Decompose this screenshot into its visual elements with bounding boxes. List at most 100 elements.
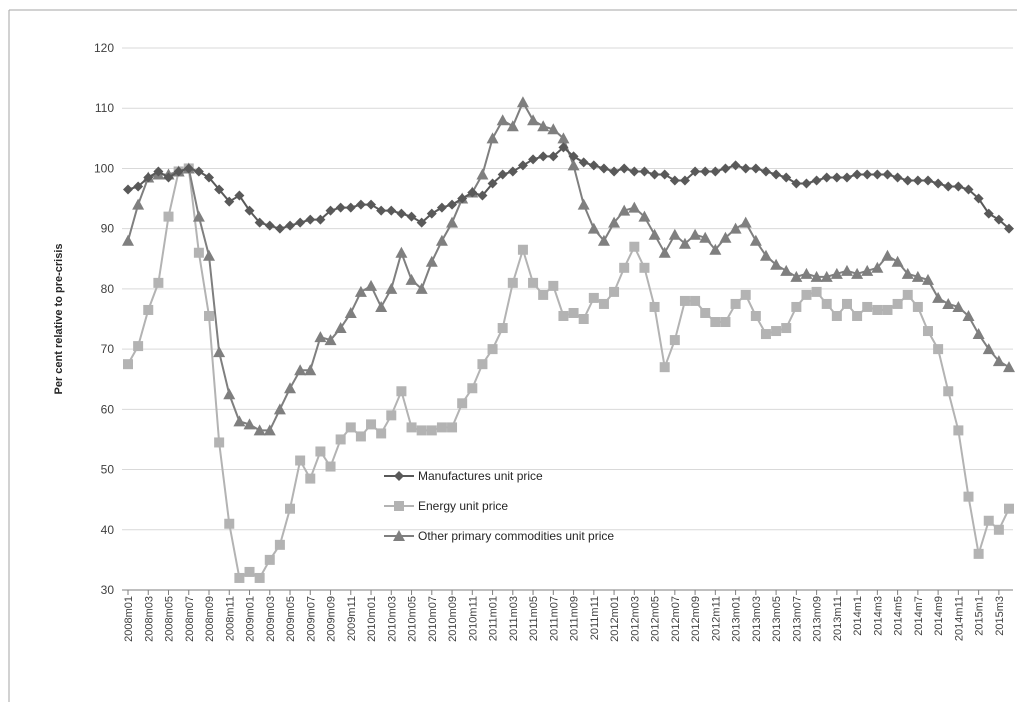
data-point-square — [396, 386, 407, 397]
data-point-square — [133, 341, 144, 352]
data-point-triangle — [992, 355, 1005, 367]
data-point-square — [426, 425, 437, 436]
x-tick-label: 2010m03 — [386, 596, 398, 642]
data-point-diamond — [791, 178, 802, 189]
data-point-triangle — [962, 309, 975, 321]
data-point-square — [740, 289, 751, 300]
data-point-triangle — [587, 222, 600, 234]
data-point-square — [376, 428, 387, 439]
data-point-square — [862, 301, 873, 312]
legend-marker-diamond — [394, 471, 404, 481]
x-tick-label: 2008m11 — [224, 596, 236, 641]
x-tick-label: 2013m09 — [812, 596, 824, 642]
data-point-square — [963, 491, 974, 502]
data-point-diamond — [497, 169, 508, 180]
data-point-square — [598, 298, 609, 309]
data-point-square — [244, 566, 255, 577]
data-point-triangle — [648, 228, 661, 240]
data-point-diamond — [983, 208, 994, 219]
data-point-diamond — [609, 166, 620, 177]
data-point-square — [355, 431, 366, 442]
data-point-diamond — [538, 151, 549, 162]
data-point-square — [204, 310, 215, 321]
data-point-square — [922, 326, 933, 337]
data-point-diamond — [163, 172, 174, 183]
data-point-diamond — [406, 211, 417, 222]
data-point-triangle — [496, 114, 509, 126]
data-point-diamond — [933, 178, 944, 189]
data-point-triangle — [273, 403, 286, 415]
data-point-triangle — [263, 424, 276, 436]
data-point-diamond — [416, 217, 427, 228]
legend-label: Manufactures unit price — [418, 469, 543, 483]
data-point-triangle — [375, 300, 388, 312]
data-point-diamond — [963, 184, 974, 195]
data-point-triangle — [446, 216, 459, 228]
data-point-diamond — [457, 193, 468, 204]
x-tick-label: 2012m01 — [609, 596, 621, 642]
data-point-triangle — [506, 120, 519, 132]
data-point-diamond — [588, 160, 599, 171]
data-point-diamond — [254, 217, 265, 228]
data-point-triangle — [810, 270, 823, 282]
data-point-triangle — [486, 132, 499, 144]
data-point-diamond — [740, 163, 751, 174]
data-point-diamond — [325, 205, 336, 216]
data-point-diamond — [204, 172, 215, 183]
data-point-diamond — [285, 220, 296, 231]
data-point-square — [821, 298, 832, 309]
data-point-diamond — [386, 205, 397, 216]
data-point-diamond — [274, 223, 285, 234]
data-point-diamond — [659, 169, 670, 180]
data-point-triangle — [354, 285, 367, 297]
data-point-triangle — [901, 267, 914, 279]
x-tick-label: 2015m1 — [974, 596, 986, 636]
y-tick-label: 30 — [101, 583, 115, 597]
data-point-triangle — [881, 249, 894, 261]
data-point-diamond — [355, 199, 366, 210]
data-point-triangle — [516, 96, 529, 108]
data-point-triangle — [759, 249, 772, 261]
data-point-diamond — [882, 169, 893, 180]
data-point-square — [335, 434, 346, 445]
data-point-diamond — [700, 166, 711, 177]
data-point-triangle — [830, 267, 843, 279]
data-point-diamond — [234, 190, 245, 201]
data-point-triangle — [314, 331, 327, 343]
data-point-diamond — [467, 187, 478, 198]
data-point-triangle — [840, 264, 853, 276]
data-point-triangle — [203, 249, 216, 261]
data-point-triangle — [132, 198, 145, 210]
data-point-diamond — [973, 193, 984, 204]
data-point-triangle — [618, 204, 631, 216]
y-tick-label: 80 — [101, 282, 115, 296]
y-tick-label: 100 — [94, 161, 114, 175]
data-point-triangle — [476, 168, 489, 180]
x-tick-label: 2008m07 — [184, 596, 196, 642]
data-point-square — [447, 422, 458, 433]
x-tick-label: 2012m05 — [650, 596, 662, 642]
data-point-square — [629, 241, 640, 252]
data-point-square — [234, 572, 245, 583]
data-point-diamond — [173, 166, 184, 177]
data-point-diamond — [487, 178, 498, 189]
data-point-triangle — [365, 279, 378, 291]
data-point-triangle — [213, 346, 226, 358]
data-point-square — [193, 247, 204, 258]
data-point-square — [436, 422, 447, 433]
data-point-diamond — [295, 217, 306, 228]
x-tick-label: 2013m03 — [751, 596, 763, 642]
data-point-diamond — [629, 166, 640, 177]
x-tick-label: 2009m11 — [346, 596, 358, 641]
data-point-diamond — [902, 175, 913, 186]
data-point-triangle — [861, 264, 874, 276]
data-point-diamond — [133, 181, 144, 192]
data-point-triangle — [891, 255, 904, 267]
data-point-square — [315, 446, 326, 457]
data-point-triangle — [982, 343, 995, 355]
data-point-triangle — [324, 334, 337, 346]
data-point-square — [710, 317, 721, 328]
x-tick-label: 2013m01 — [731, 596, 743, 642]
data-point-diamond — [244, 205, 255, 216]
